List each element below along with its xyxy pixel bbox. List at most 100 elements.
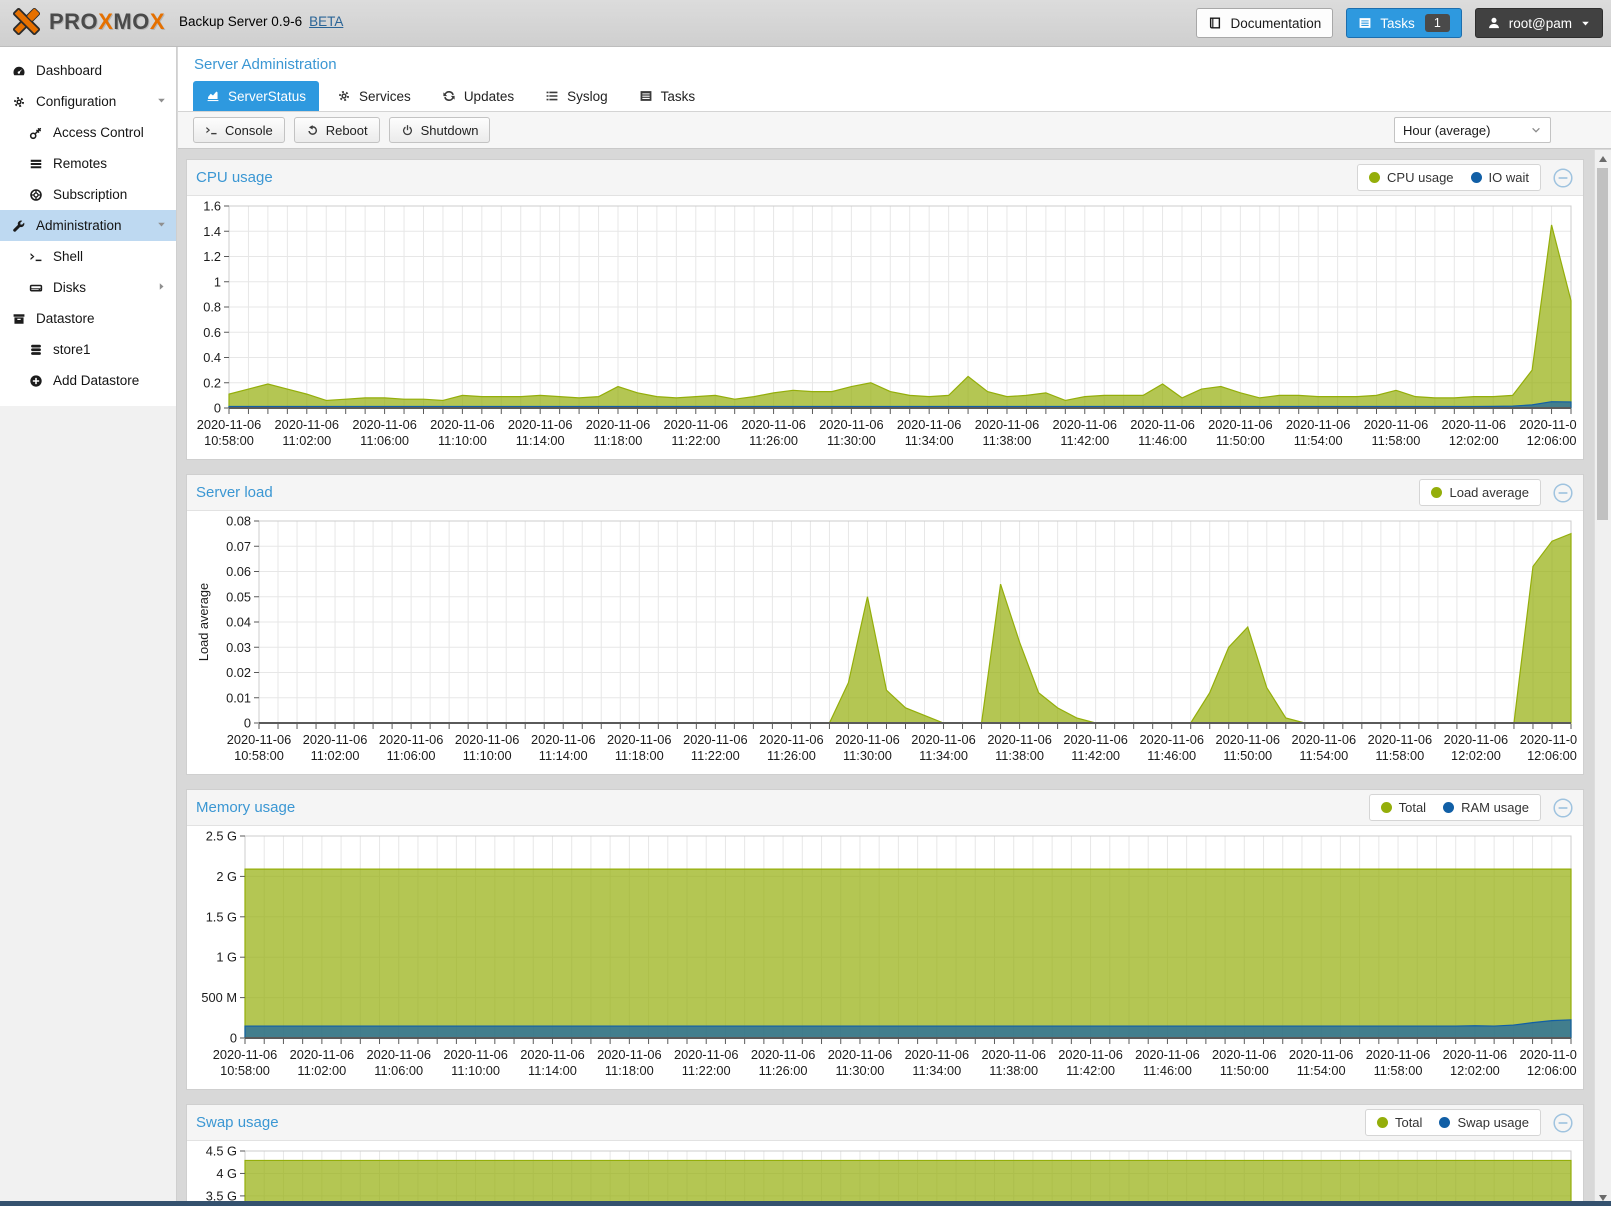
reboot-button[interactable]: Reboot <box>293 117 380 143</box>
beta-link[interactable]: BETA <box>309 14 344 29</box>
svg-text:0.08: 0.08 <box>226 515 251 529</box>
life-ring-icon <box>27 188 44 202</box>
svg-text:2020-11-06: 2020-11-06 <box>1215 732 1280 747</box>
toolbar-button-label: Shutdown <box>420 122 479 138</box>
chart-legend[interactable]: Load average <box>1419 479 1541 506</box>
sidebar-item-label: Add Datastore <box>53 373 140 388</box>
legend-item-ram-usage[interactable]: RAM usage <box>1443 800 1529 815</box>
svg-text:2020-11-06: 2020-11-06 <box>430 417 495 432</box>
svg-text:2020-11-06: 2020-11-06 <box>227 732 292 747</box>
tab-services[interactable]: Services <box>324 81 424 111</box>
svg-text:0.04: 0.04 <box>226 615 251 630</box>
vertical-scrollbar[interactable] <box>1594 150 1611 1206</box>
svg-text:2020-11-06: 2020-11-06 <box>586 417 651 432</box>
svg-text:4.5 G: 4.5 G <box>206 1145 237 1159</box>
panel-title: Server load <box>196 484 273 501</box>
tab-updates[interactable]: Updates <box>429 81 527 111</box>
legend-dot-icon <box>1439 1117 1451 1128</box>
collapse-panel-button[interactable] <box>1551 1111 1574 1134</box>
panel-header: Server load Load average <box>187 475 1583 511</box>
svg-text:11:22:00: 11:22:00 <box>691 748 740 763</box>
chart-legend[interactable]: Total RAM usage <box>1368 794 1541 821</box>
sidebar-item-store1[interactable]: store1 <box>0 334 176 365</box>
title-row: Server Administration <box>178 47 1611 79</box>
svg-text:2020-11-06: 2020-11-06 <box>987 732 1052 747</box>
shutdown-button[interactable]: Shutdown <box>388 117 491 143</box>
refresh-icon <box>442 89 456 103</box>
sidebar-item-configuration[interactable]: Configuration <box>0 86 176 117</box>
legend-dot-icon <box>1376 1117 1388 1128</box>
svg-text:11:18:00: 11:18:00 <box>594 433 643 448</box>
power-icon <box>401 124 414 137</box>
tab-syslog[interactable]: Syslog <box>532 81 621 111</box>
documentation-button[interactable]: Documentation <box>1196 8 1334 38</box>
chart-legend[interactable]: Total Swap usage <box>1364 1109 1541 1136</box>
svg-text:2020-11-06: 2020-11-06 <box>759 732 824 747</box>
legend-item-io-wait[interactable]: IO wait <box>1470 170 1529 185</box>
tab-label: Services <box>359 88 411 104</box>
legend-label: Load average <box>1449 485 1529 500</box>
svg-text:11:10:00: 11:10:00 <box>463 748 512 763</box>
panel-header: Swap usage Total Swap usage <box>187 1105 1583 1141</box>
legend-item-total[interactable]: Total <box>1380 800 1426 815</box>
tab-label: Syslog <box>567 88 608 104</box>
legend-item-total[interactable]: Total <box>1376 1115 1422 1130</box>
tab-label: ServerStatus <box>228 88 307 104</box>
panel-server-load: Server load Load average 0 0.01 0.02 0.03 0.04… <box>186 474 1584 775</box>
chart-legend[interactable]: CPU usage IO wait <box>1357 164 1541 191</box>
svg-text:11:10:00: 11:10:00 <box>451 1063 500 1078</box>
toolbar-button-label: Reboot <box>325 122 368 138</box>
svg-text:0: 0 <box>230 1031 237 1046</box>
svg-text:11:30:00: 11:30:00 <box>836 1063 885 1078</box>
toolbar-button-label: Console <box>225 122 273 138</box>
legend-item-load-average[interactable]: Load average <box>1431 485 1529 500</box>
sidebar-item-add-datastore[interactable]: Add Datastore <box>0 365 176 396</box>
collapse-panel-button[interactable] <box>1551 796 1574 819</box>
svg-text:2020-11-06: 2020-11-06 <box>683 732 748 747</box>
svg-text:0.05: 0.05 <box>226 589 251 604</box>
sidebar-item-datastore[interactable]: Datastore <box>0 303 176 334</box>
svg-text:11:42:00: 11:42:00 <box>1066 1063 1115 1078</box>
scrollbar-down-arrow[interactable] <box>1595 1189 1611 1206</box>
collapse-panel-button[interactable] <box>1551 481 1574 504</box>
tab-tasks[interactable]: Tasks <box>626 81 709 111</box>
svg-text:2020-11-06: 2020-11-06 <box>1053 417 1118 432</box>
svg-text:2020-11-06: 2020-11-06 <box>819 417 884 432</box>
caret-down-icon <box>156 94 167 109</box>
sidebar-item-remotes[interactable]: Remotes <box>0 148 176 179</box>
svg-text:2020-11-06: 2020-11-06 <box>897 417 962 432</box>
terminal-icon <box>205 124 218 137</box>
tasks-button[interactable]: Tasks 1 <box>1346 8 1462 38</box>
tab-serverstatus[interactable]: ServerStatus <box>193 81 320 111</box>
svg-text:2020-11-06: 2020-11-06 <box>1443 1047 1508 1062</box>
sidebar-item-shell[interactable]: Shell <box>0 241 176 272</box>
svg-text:11:42:00: 11:42:00 <box>1060 433 1109 448</box>
user-menu-button[interactable]: root@pam <box>1474 8 1603 38</box>
scrollbar-up-arrow[interactable] <box>1595 150 1611 167</box>
svg-text:2020-11-06: 2020-11-06 <box>1292 732 1357 747</box>
sidebar-item-access-control[interactable]: Access Control <box>0 117 176 148</box>
sidebar-item-subscription[interactable]: Subscription <box>0 179 176 210</box>
time-range-select[interactable]: Hour (average) <box>1394 117 1551 143</box>
gears-icon <box>10 95 27 109</box>
scrollbar-thumb[interactable] <box>1597 168 1608 520</box>
console-button[interactable]: Console <box>193 117 285 143</box>
sidebar-item-label: Administration <box>36 218 122 233</box>
svg-text:11:46:00: 11:46:00 <box>1143 1063 1192 1078</box>
svg-text:11:34:00: 11:34:00 <box>919 748 968 763</box>
svg-text:2020-11-06: 2020-11-06 <box>1364 417 1429 432</box>
sidebar: Dashboard Configuration Access Control Remo… <box>0 47 177 1206</box>
collapse-panel-button[interactable] <box>1551 166 1574 189</box>
svg-text:11:54:00: 11:54:00 <box>1299 748 1348 763</box>
legend-item-cpu-usage[interactable]: CPU usage <box>1369 170 1454 185</box>
sidebar-item-disks[interactable]: Disks <box>0 272 176 303</box>
panel-memory-usage: Memory usage Total RAM usage 0 500 M 1 G 1.5 G… <box>186 789 1584 1090</box>
sidebar-item-administration[interactable]: Administration <box>0 210 176 241</box>
tasks-count-badge: 1 <box>1424 14 1450 32</box>
sidebar-item-dashboard[interactable]: Dashboard <box>0 55 176 86</box>
svg-text:11:30:00: 11:30:00 <box>843 748 892 763</box>
svg-text:2020-11-06: 2020-11-06 <box>455 732 520 747</box>
header-buttons: Documentation Tasks 1 root@pam <box>1196 8 1603 38</box>
legend-item-swap-usage[interactable]: Swap usage <box>1439 1115 1529 1130</box>
